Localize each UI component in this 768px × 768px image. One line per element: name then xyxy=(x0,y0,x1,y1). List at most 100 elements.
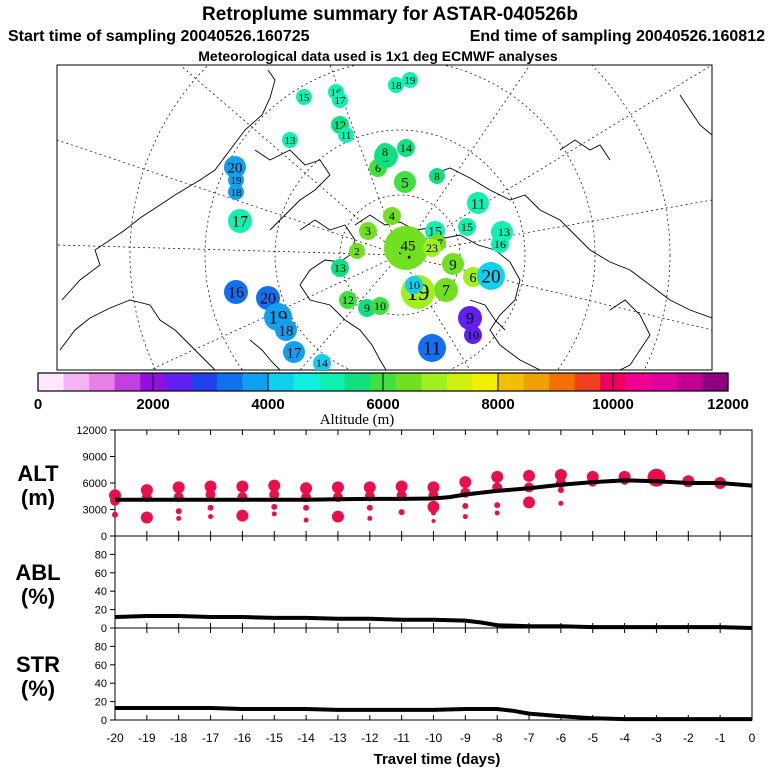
map-marker-label: 23 xyxy=(426,241,438,255)
alt-point xyxy=(431,518,436,523)
alt-point xyxy=(269,489,280,500)
map-marker-label: 20 xyxy=(228,160,243,176)
map-marker-label: 18 xyxy=(231,187,243,199)
start-time-label: Start time of sampling 20040526.160725 xyxy=(8,28,310,45)
colorbar-tick-labels: 0 2000 4000 6000 8000 10000 12000 xyxy=(34,373,749,413)
alt-point xyxy=(204,480,217,493)
y-tick-label: 0 xyxy=(101,715,107,727)
x-tick-label: -6 xyxy=(556,731,567,745)
x-tick-label: -12 xyxy=(361,731,379,745)
map-marker-label: 20 xyxy=(260,291,276,308)
colorbar-cell xyxy=(216,373,244,391)
x-tick-label: -8 xyxy=(492,731,503,745)
alt-point xyxy=(427,481,440,494)
map-marker xyxy=(434,278,458,302)
map-marker-label: 6 xyxy=(375,161,381,175)
map-marker xyxy=(332,92,348,108)
map-marker xyxy=(228,184,244,200)
y-tick-label: 0 xyxy=(101,623,107,635)
colorbar-cell xyxy=(395,373,422,391)
map-marker-label: 10 xyxy=(408,278,420,292)
map-marker-label: 15 xyxy=(461,220,473,234)
alt-point xyxy=(367,515,373,521)
panel-str: 0 20 40 60 80 STR(%) xyxy=(16,627,753,727)
map-marker xyxy=(495,223,513,241)
map-marker xyxy=(338,127,354,143)
alt-point xyxy=(398,509,405,516)
map-marker-label: 10 xyxy=(374,299,386,313)
y-tick-label: 12000 xyxy=(76,425,107,437)
y-tick-label: 80 xyxy=(95,641,107,653)
map-marker-label: 15 xyxy=(299,92,311,104)
altitude-colorbar: 0 2000 4000 6000 8000 10000 12000 Altitude (m) xyxy=(34,372,749,428)
map-marker-label: 6 xyxy=(470,271,477,286)
map-marker-label: 8 xyxy=(382,145,388,159)
alt-point xyxy=(491,470,504,483)
colorbar-tick-label: 8000 xyxy=(481,396,514,413)
colorbar-cell xyxy=(472,373,499,391)
colorbar-cell xyxy=(38,373,65,391)
colorbar-tick-label: 0 xyxy=(34,396,42,413)
panel-alt: 0 3000 6000 9000 12000 ALT(m) xyxy=(17,425,753,543)
alt-point xyxy=(236,480,249,493)
x-axis-label: Travel time (days) xyxy=(374,751,501,768)
x-tick-label: -17 xyxy=(202,731,220,745)
colorbar-cell xyxy=(89,373,116,391)
alt-point xyxy=(208,514,214,520)
alt-point xyxy=(459,476,472,489)
colorbar-cell xyxy=(574,373,601,391)
colorbar-tick-label: 10000 xyxy=(592,396,634,413)
y-tick-label: 60 xyxy=(95,568,107,580)
colorbar-label: Altitude (m) xyxy=(320,412,395,428)
map-marker-label: 11 xyxy=(423,339,441,360)
y-tick-label: 9000 xyxy=(83,452,107,464)
x-tick-label: -4 xyxy=(619,731,630,745)
y-tick-label: 20 xyxy=(95,605,107,617)
alt-point xyxy=(303,517,309,523)
alt-point xyxy=(647,468,666,487)
map-marker-label: 14 xyxy=(316,356,328,370)
y-tick-label: 40 xyxy=(95,586,107,598)
map-marker-label: 13 xyxy=(498,225,510,239)
panel-ylabel: (%) xyxy=(21,676,55,701)
map-marker-label: 17 xyxy=(335,95,347,107)
map-marker xyxy=(405,276,423,294)
colorbar-cell xyxy=(63,373,90,391)
colorbar-cell xyxy=(293,373,320,391)
alt-point xyxy=(205,489,216,500)
map-marker xyxy=(394,171,416,193)
map-marker xyxy=(458,218,476,236)
alt-point xyxy=(523,469,536,482)
alt-point xyxy=(363,481,376,494)
panel-ylabel: ALT xyxy=(17,461,59,486)
alt-point xyxy=(554,469,567,482)
map-marker xyxy=(402,72,418,88)
alt-point xyxy=(395,480,408,493)
x-tick-label: -19 xyxy=(138,731,156,745)
x-tick-label: -2 xyxy=(683,731,694,745)
x-tick-label: -7 xyxy=(524,731,535,745)
colorbar-cell xyxy=(268,373,295,391)
colorbar-cell xyxy=(319,373,346,391)
map-marker-label: 12 xyxy=(342,293,354,307)
end-time-label: End time of sampling 20040526.160812 xyxy=(470,28,765,45)
map-marker-label: 4 xyxy=(389,209,395,223)
colorbar-cells xyxy=(38,373,729,391)
alt-point xyxy=(462,502,469,509)
map-marker-label: 8 xyxy=(434,171,440,183)
colorbar-cell xyxy=(676,373,704,391)
map-marker-label: 9 xyxy=(449,257,457,273)
x-tick-label: -5 xyxy=(587,731,598,745)
alt-point xyxy=(207,504,214,511)
map-marker-label: 11 xyxy=(471,196,485,212)
alt-mean-line xyxy=(115,478,753,502)
y-tick-label: 3000 xyxy=(83,505,107,517)
colorbar-cell xyxy=(549,373,576,391)
map-marker xyxy=(371,297,389,315)
abl-line xyxy=(114,614,753,630)
map-marker-label: 18 xyxy=(391,80,403,92)
str-line xyxy=(115,706,752,722)
map-marker xyxy=(283,341,305,363)
